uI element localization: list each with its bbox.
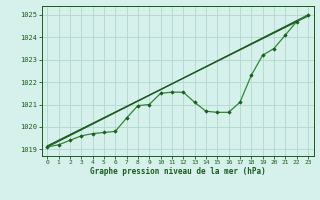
X-axis label: Graphe pression niveau de la mer (hPa): Graphe pression niveau de la mer (hPa) (90, 167, 266, 176)
